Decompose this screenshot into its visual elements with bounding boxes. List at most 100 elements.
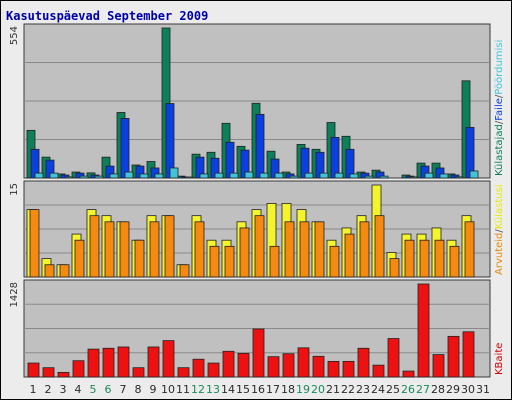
bar-arvuteid-day-21	[329, 245, 340, 278]
bar-kbaite-day-11	[177, 367, 190, 378]
bar-kbaite-day-2	[42, 367, 55, 378]
bar-kbaite-day-17	[267, 356, 280, 378]
bar-faile-day-14	[225, 141, 235, 179]
bar-arvuteid-day-26	[404, 239, 415, 278]
bar-kbaite-day-3	[57, 371, 70, 378]
day-label-21: 21	[326, 383, 340, 396]
bar-kbaite-day-16	[252, 328, 265, 378]
day-label-20: 20	[311, 383, 325, 396]
day-label-3: 3	[60, 383, 67, 396]
bar-külastajad-day-23	[364, 175, 374, 179]
bar-külastajad-day-18	[289, 175, 299, 179]
x-axis-labels: 1 2 3 4 5 6 7 8 9 10 11 12 13 14 15 16 17 18 19 20 21 22 23 24 2…	[30, 383, 491, 396]
bar-külastajad-day-21	[334, 172, 344, 179]
day-label-22: 22	[341, 383, 355, 396]
bar-külastajad-day-30	[469, 170, 479, 179]
bar-külastajad-day-9	[154, 173, 164, 179]
bar-kbaite-day-21	[327, 360, 340, 378]
bar-külastajad-day-27	[424, 172, 434, 179]
bar-arvuteid-day-11	[179, 264, 190, 278]
legend-entry: /	[494, 229, 505, 233]
bar-arvuteid-day-14	[224, 245, 235, 278]
bar-arvuteid-day-4	[74, 239, 85, 278]
day-label-30: 30	[461, 383, 475, 396]
day-label-17: 17	[266, 383, 280, 396]
bar-külastajad-day-17	[274, 172, 284, 179]
bar-külastajad-day-2	[49, 172, 59, 179]
chart-title: Kasutuspäevad September 2009	[6, 9, 209, 23]
bar-kbaite-day-15	[237, 352, 250, 378]
side-legend: Arvuteid/Külastusi	[494, 184, 505, 275]
day-label-18: 18	[281, 383, 295, 396]
side-legend: KBaite	[494, 343, 505, 375]
bar-faile-day-30	[465, 126, 475, 179]
day-label-23: 23	[356, 383, 370, 396]
day-label-11: 11	[176, 383, 190, 396]
bar-kbaite-day-28	[432, 354, 445, 378]
bar-külastajad-day-12	[199, 173, 209, 179]
bar-külastajad-day-16	[259, 172, 269, 179]
bar-kbaite-day-7	[117, 346, 130, 378]
bar-külastajad-day-29	[454, 176, 464, 179]
day-label-19: 19	[296, 383, 310, 396]
bar-kbaite-day-29	[447, 335, 460, 378]
legend-entry: Külastusi	[494, 184, 505, 229]
bar-arvuteid-day-24	[374, 215, 385, 278]
bar-kbaite-day-19	[297, 347, 310, 378]
bar-külastajad-day-26	[409, 176, 419, 179]
bar-arvuteid-day-3	[59, 264, 70, 278]
bar-faile-day-21	[330, 136, 340, 179]
day-label-9: 9	[150, 383, 157, 396]
bar-arvuteid-day-8	[134, 239, 145, 278]
bar-arvuteid-day-18	[284, 221, 295, 278]
y-max-label: 554	[9, 26, 20, 45]
day-label-29: 29	[446, 383, 460, 396]
bar-külastajad-day-4	[79, 175, 89, 179]
bar-külastajad-day-1	[34, 172, 44, 179]
bar-külastajad-day-6	[109, 173, 119, 179]
bar-külastajad-day-13	[214, 172, 224, 179]
bar-kbaite-day-24	[372, 364, 385, 378]
bar-arvuteid-day-19	[299, 221, 310, 278]
day-label-1: 1	[30, 383, 37, 396]
legend-entry: KBaite	[494, 343, 505, 375]
day-label-10: 10	[161, 383, 175, 396]
bar-kbaite-day-14	[222, 350, 235, 378]
bar-külastajad-day-14	[229, 172, 239, 179]
bar-kbaite-day-25	[387, 338, 400, 378]
bar-kbaite-day-9	[147, 346, 160, 378]
day-label-7: 7	[120, 383, 127, 396]
bar-arvuteid-day-5	[89, 215, 100, 278]
bar-arvuteid-day-9	[149, 221, 160, 278]
day-label-31: 31	[476, 383, 490, 396]
day-label-4: 4	[75, 383, 82, 396]
bar-arvuteid-day-30	[464, 221, 475, 278]
legend-entry: Arvuteid	[494, 233, 505, 275]
panel-middle: 15 Arvuteid/Külastusi	[9, 180, 505, 278]
bar-arvuteid-day-15	[239, 227, 250, 278]
day-label-14: 14	[221, 383, 235, 396]
bar-arvuteid-day-12	[194, 221, 205, 278]
day-label-16: 16	[251, 383, 265, 396]
day-label-13: 13	[206, 383, 220, 396]
bar-faile-day-7	[120, 118, 130, 179]
bar-kbaite-day-26	[402, 370, 415, 378]
bar-kbaite-day-18	[282, 353, 295, 378]
bar-kbaite-day-13	[207, 362, 220, 378]
day-label-24: 24	[371, 383, 385, 396]
y-max-label: 1428	[9, 282, 20, 307]
legend-entry: Külastajad	[494, 124, 505, 176]
legend-entry: Faile	[494, 98, 505, 121]
bar-arvuteid-day-27	[419, 239, 430, 278]
bar-faile-day-10	[165, 103, 175, 179]
bar-arvuteid-day-25	[389, 258, 400, 278]
day-label-27: 27	[416, 383, 430, 396]
bar-külastajad-day-24	[379, 175, 389, 179]
bar-kbaite-day-12	[192, 358, 205, 378]
bar-arvuteid-day-1	[29, 209, 40, 278]
bar-arvuteid-day-23	[359, 221, 370, 278]
day-label-28: 28	[431, 383, 445, 396]
day-label-12: 12	[191, 383, 205, 396]
